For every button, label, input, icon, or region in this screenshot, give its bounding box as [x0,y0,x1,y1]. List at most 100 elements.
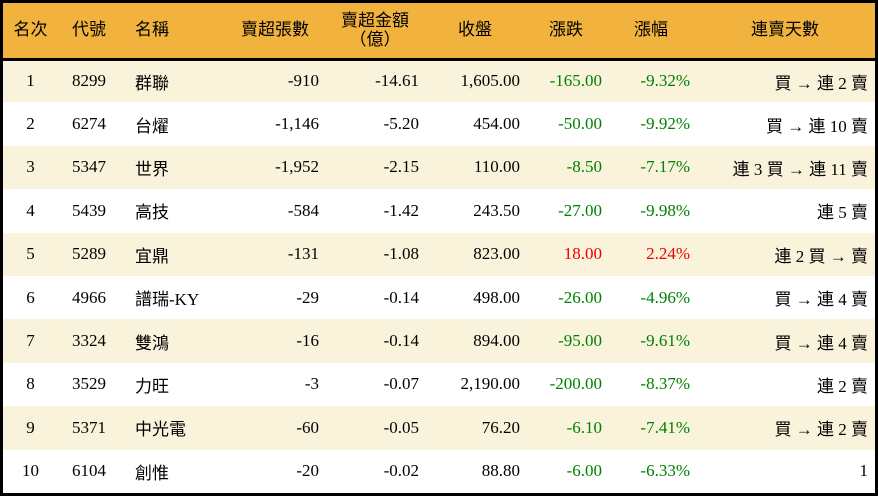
cell-change-pct: -9.92% [640,114,690,134]
cell-name: 台燿 [135,116,169,136]
cell-sell-volume: -60 [296,417,319,437]
cell-sell-amount: -0.07 [383,374,419,394]
cell-close: 823.00 [473,244,520,264]
cell-code: 3324 [72,331,106,351]
cell-streak: 買 → 連 4 賣 [774,290,869,310]
cell-change-pct: -6.33% [640,461,690,481]
cell-change: -165.00 [549,71,602,91]
col-header-sell-amount-line1: 賣超金額 [341,10,409,30]
cell-close: 454.00 [473,114,520,134]
cell-sell-amount: -1.08 [383,244,419,264]
cell-name: 宜鼎 [135,246,169,266]
cell-sell-volume: -1,952 [275,157,319,177]
cell-change-pct: -9.32% [640,71,690,91]
col-header-sell-amount-line2: （億） [349,30,401,50]
cell-close: 498.00 [473,287,520,307]
cell-sell-amount: -5.20 [383,114,419,134]
cell-change-pct: -8.37% [640,374,690,394]
cell-streak: 連 5 賣 [817,203,868,223]
table-row: 6 4966 譜瑞-KY -29 -0.14 498.00 -26.00 -4.… [3,275,875,320]
cell-sell-amount: -2.15 [383,157,419,177]
col-header-streak: 連賣天數 [695,3,875,61]
cell-sell-amount: -0.14 [383,331,419,351]
table-row: 8 3529 力旺 -3 -0.07 2,190.00 -200.00 -8.3… [3,362,875,407]
cell-change: -95.00 [558,331,602,351]
table-row: 1 8299 群聯 -910 -14.61 1,605.00 -165.00 -… [3,59,875,103]
cell-code: 3529 [72,374,106,394]
cell-rank: 6 [26,287,35,307]
cell-sell-amount: -14.61 [375,71,419,91]
cell-sell-volume: -1,146 [275,114,319,134]
cell-streak: 連 2 買 → 賣 [774,246,869,266]
table-row: 3 5347 世界 -1,952 -2.15 110.00 -8.50 -7.1… [3,145,875,190]
cell-name: 中光電 [135,420,186,440]
cell-sell-amount: -1.42 [383,200,419,220]
cell-change-pct: -4.96% [640,287,690,307]
cell-rank: 9 [26,417,35,437]
cell-change-pct: -9.98% [640,200,690,220]
cell-change: -26.00 [558,287,602,307]
cell-sell-amount: -0.14 [383,287,419,307]
cell-rank: 8 [26,374,35,394]
col-header-rank: 名次 [3,3,58,61]
cell-close: 1,605.00 [460,71,521,91]
cell-name: 雙鴻 [135,333,169,353]
cell-rank: 4 [26,200,35,220]
cell-code: 5371 [72,417,106,437]
cell-name: 力旺 [135,376,169,396]
cell-close: 110.00 [473,157,520,177]
cell-code: 6104 [72,461,106,481]
table-row: 7 3324 雙鴻 -16 -0.14 894.00 -95.00 -9.61%… [3,319,875,363]
cell-name: 譜瑞-KY [135,290,200,310]
cell-rank: 5 [26,244,35,264]
cell-close: 894.00 [473,331,520,351]
header-row: 名次 代號 名稱 賣超張數 賣超金額 （億） 收盤 漲跌 漲幅 連賣天數 [3,3,875,61]
cell-change: -6.10 [566,417,602,437]
cell-code: 8299 [72,71,106,91]
cell-streak: 連 2 賣 [817,376,868,396]
col-header-close: 收盤 [425,3,525,61]
table-row: 5 5289 宜鼎 -131 -1.08 823.00 18.00 2.24% … [3,232,875,276]
cell-sell-volume: -20 [296,461,319,481]
col-header-sell-amount: 賣超金額 （億） [325,3,425,61]
cell-code: 6274 [72,114,106,134]
cell-sell-amount: -0.02 [383,461,419,481]
stock-table: 名次 代號 名稱 賣超張數 賣超金額 （億） 收盤 漲跌 漲幅 連賣天數 1 8… [3,3,875,493]
cell-code: 5439 [72,200,106,220]
cell-change-pct: -7.41% [640,417,690,437]
cell-close: 88.80 [481,461,520,481]
col-header-name: 名稱 [120,3,225,61]
cell-change: -8.50 [566,157,602,177]
cell-streak: 買 → 連 2 賣 [774,73,869,93]
table-row: 9 5371 中光電 -60 -0.05 76.20 -6.10 -7.41% … [3,406,875,450]
cell-sell-volume: -3 [304,374,319,394]
cell-close: 76.20 [481,417,520,437]
cell-code: 5347 [72,157,106,177]
cell-name: 高技 [135,203,169,223]
cell-sell-volume: -131 [287,244,319,264]
cell-sell-volume: -584 [287,200,319,220]
cell-sell-amount: -0.05 [383,417,419,437]
cell-close: 243.50 [473,200,520,220]
col-header-sell-volume: 賣超張數 [225,3,325,61]
cell-streak: 1 [859,461,869,481]
cell-change: -27.00 [558,200,602,220]
cell-change-pct: -7.17% [640,157,690,177]
table-row: 10 6104 創惟 -20 -0.02 88.80 -6.00 -6.33% … [3,449,875,493]
cell-change-pct: -9.61% [640,331,690,351]
cell-rank: 2 [26,114,35,134]
cell-sell-volume: -29 [296,287,319,307]
cell-code: 4966 [72,287,106,307]
cell-rank: 7 [26,331,35,351]
cell-sell-volume: -16 [296,331,319,351]
cell-rank: 1 [26,71,35,91]
cell-name: 群聯 [135,73,169,93]
cell-close: 2,190.00 [460,374,521,394]
col-header-code: 代號 [58,3,120,61]
cell-streak: 連 3 買 → 連 11 賣 [732,159,868,179]
cell-name: 世界 [135,159,169,179]
cell-streak: 買 → 連 10 賣 [766,116,868,136]
cell-streak: 買 → 連 4 賣 [774,333,869,353]
cell-change: -50.00 [558,114,602,134]
